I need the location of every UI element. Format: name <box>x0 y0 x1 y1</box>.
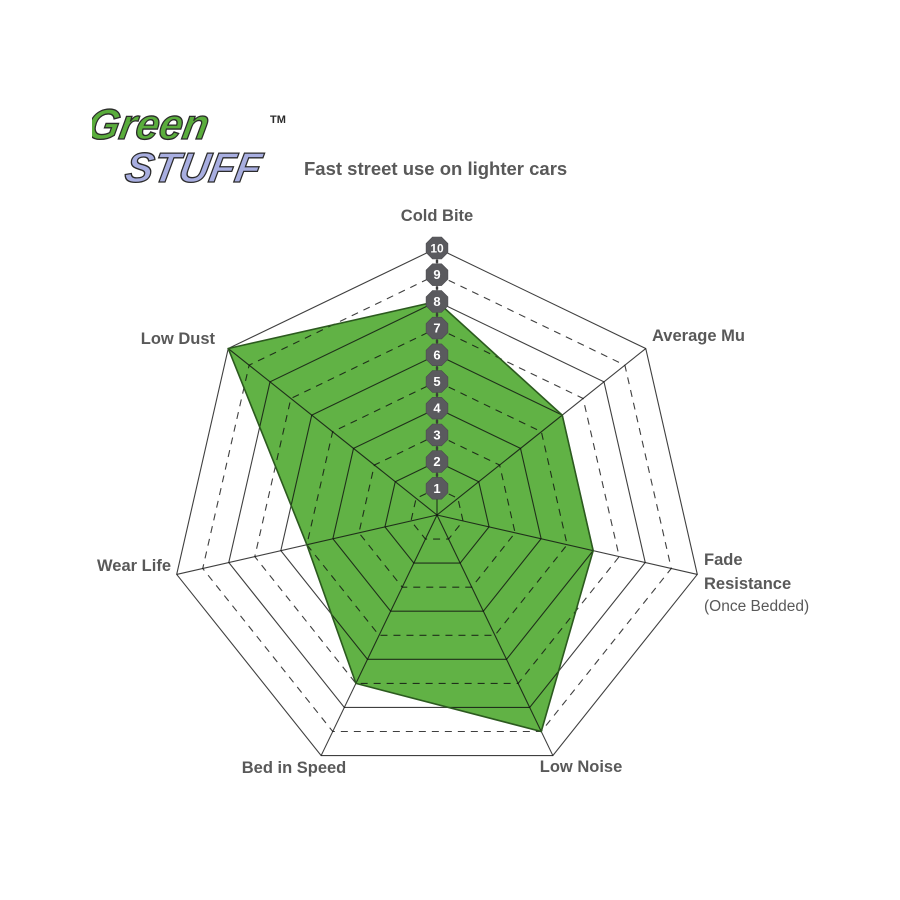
svg-text:9: 9 <box>433 267 440 282</box>
svg-text:7: 7 <box>433 321 440 336</box>
svg-text:2: 2 <box>433 454 440 469</box>
svg-text:5: 5 <box>433 374 440 389</box>
svg-text:1: 1 <box>433 481 440 496</box>
svg-text:10: 10 <box>430 242 444 256</box>
svg-text:4: 4 <box>433 401 441 416</box>
svg-text:8: 8 <box>433 294 440 309</box>
svg-text:6: 6 <box>433 347 440 362</box>
svg-text:3: 3 <box>433 427 440 442</box>
